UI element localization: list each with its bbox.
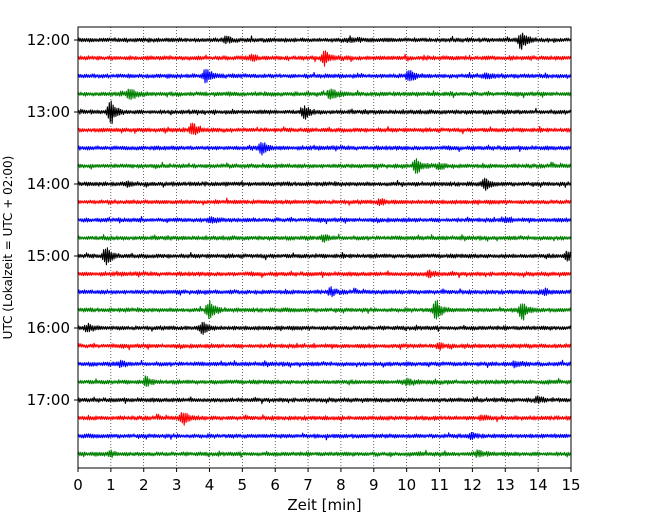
x-tick-label: 2 bbox=[139, 476, 149, 494]
y-tick-label: 13:00 bbox=[27, 103, 70, 121]
x-tick-label: 3 bbox=[172, 476, 182, 494]
seismic-trace bbox=[77, 122, 572, 136]
x-tick-label: 9 bbox=[369, 476, 379, 494]
y-axis-label: UTC (Lokalzeit = UTC + 02:00) bbox=[1, 156, 15, 340]
x-tick-label: 6 bbox=[270, 476, 280, 494]
seismic-trace bbox=[77, 233, 572, 243]
y-tick-label: 15:00 bbox=[27, 247, 70, 265]
seismic-trace bbox=[77, 177, 572, 191]
x-tick-label: 10 bbox=[397, 476, 416, 494]
seismic-trace bbox=[77, 197, 572, 207]
seismic-trace bbox=[77, 412, 572, 426]
x-tick-label: 11 bbox=[430, 476, 449, 494]
seismic-trace bbox=[77, 269, 572, 279]
seismic-trace bbox=[77, 342, 572, 351]
x-tick-label: 7 bbox=[303, 476, 313, 494]
y-tick-label: 14:00 bbox=[27, 175, 70, 193]
seismic-trace bbox=[77, 286, 572, 298]
seismic-trace bbox=[77, 359, 572, 369]
x-tick-label: 13 bbox=[496, 476, 515, 494]
x-tick-label: 14 bbox=[529, 476, 548, 494]
x-tick-label: 12 bbox=[463, 476, 482, 494]
x-axis-label: Zeit [min] bbox=[287, 496, 361, 514]
x-tick-label: 15 bbox=[561, 476, 580, 494]
x-tick-label: 8 bbox=[336, 476, 346, 494]
y-axis: 12:00 13:00 14:00 15:00 16:00 17:00 bbox=[27, 31, 78, 409]
seismic-trace bbox=[77, 100, 572, 125]
seismic-trace bbox=[77, 88, 572, 100]
y-tick-label: 17:00 bbox=[27, 391, 70, 409]
seismic-trace bbox=[77, 50, 572, 67]
seismic-trace bbox=[77, 395, 572, 405]
x-tick-label: 4 bbox=[205, 476, 215, 494]
x-tick-label: 0 bbox=[73, 476, 83, 494]
plot-frame bbox=[77, 26, 572, 469]
seismic-trace bbox=[77, 321, 572, 335]
y-tick-label: 16:00 bbox=[27, 319, 70, 337]
seismic-trace bbox=[77, 375, 572, 387]
seismic-trace bbox=[77, 158, 572, 174]
seismic-trace bbox=[77, 32, 572, 50]
seismic-trace bbox=[77, 68, 572, 84]
y-tick-label: 12:00 bbox=[27, 31, 70, 49]
x-tick-label: 1 bbox=[106, 476, 116, 494]
x-axis: 0 1 2 3 4 5 6 7 8 9 10 11 12 13 14 15 bbox=[73, 468, 581, 494]
seismic-trace bbox=[77, 431, 572, 441]
seismic-trace bbox=[77, 247, 572, 266]
seismic-trace bbox=[77, 216, 572, 225]
seismic-trace bbox=[77, 141, 572, 156]
x-tick-label: 5 bbox=[238, 476, 248, 494]
seismic-trace bbox=[77, 299, 572, 321]
trace-group bbox=[77, 32, 572, 458]
seismic-trace bbox=[77, 449, 572, 458]
